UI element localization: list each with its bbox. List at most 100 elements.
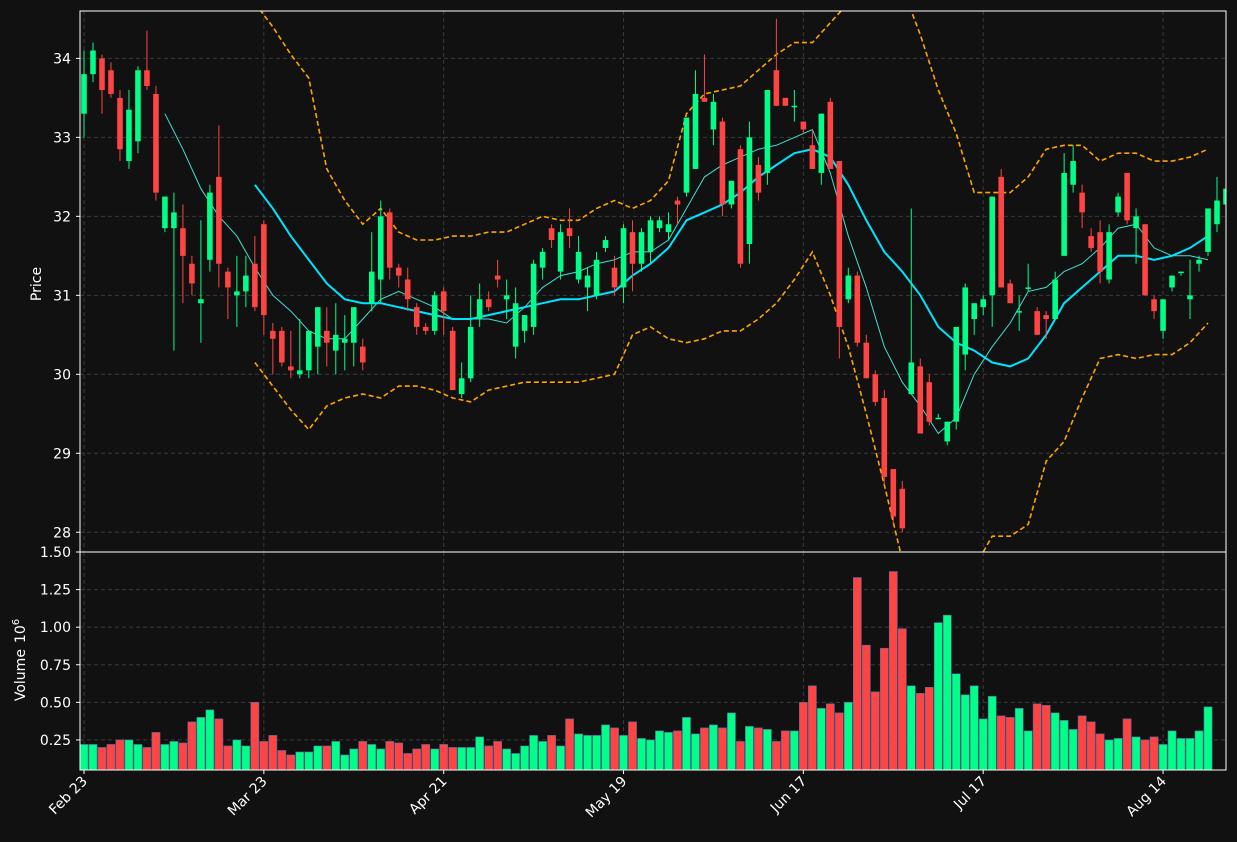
candle-body [818, 113, 825, 173]
candle-body [566, 228, 573, 237]
candle-body [1196, 259, 1202, 264]
candle-body [1160, 299, 1166, 331]
candle-body [1151, 299, 1157, 312]
volume-bar [493, 741, 502, 770]
volume-bar [259, 741, 269, 770]
volume-tick-label: 1.25 [40, 583, 71, 599]
volume-bar [574, 733, 583, 770]
volume-bar [1185, 738, 1195, 770]
candle-body [1070, 161, 1076, 185]
candle-body [971, 303, 978, 320]
candle-body [1079, 192, 1085, 213]
volume-bar [1023, 730, 1033, 770]
candle-body [198, 299, 204, 304]
candle-body [791, 105, 798, 108]
candle-body [126, 109, 132, 162]
volume-bar [790, 730, 799, 770]
candle-body [638, 232, 645, 264]
candle-body [773, 70, 780, 106]
volume-bar [1176, 738, 1186, 770]
volume-tick-label: 1.00 [40, 620, 71, 636]
candle-body [737, 149, 744, 264]
candle-body [404, 279, 411, 300]
price-tick-label: 32 [53, 209, 71, 225]
volume-bar [1059, 720, 1069, 770]
candle-body [252, 263, 258, 308]
volume-bar [133, 744, 143, 770]
volume-bar [250, 702, 260, 770]
candle-body [899, 488, 906, 529]
volume-bar [421, 744, 431, 770]
volume-bar [933, 622, 943, 770]
volume-bar [1158, 744, 1168, 770]
candle-body [521, 315, 528, 331]
volume-bar [124, 739, 134, 770]
volume-bar [924, 687, 934, 770]
volume-bar [1086, 721, 1096, 770]
volume-bar [565, 718, 574, 770]
candle-body [584, 275, 591, 288]
volume-bar [403, 753, 413, 770]
volume-bar [1149, 736, 1159, 770]
volume-bar [1050, 712, 1060, 770]
candle-body [243, 275, 249, 292]
volume-bar [987, 696, 997, 770]
volume-bar [286, 754, 296, 770]
candle-body [656, 220, 663, 229]
volume-bar [358, 741, 368, 770]
volume-bar [223, 745, 233, 770]
candle-body [746, 137, 753, 244]
volume-bar [673, 730, 682, 770]
volume-bar [1005, 717, 1015, 770]
volume-bar [969, 685, 979, 770]
candle-body [530, 263, 537, 327]
candle-body [225, 271, 231, 288]
candle-body [162, 196, 168, 229]
volume-bar [1032, 703, 1042, 770]
candle-body [207, 192, 213, 260]
candle-body [782, 97, 789, 106]
volume-bar [538, 741, 547, 770]
candle-body [1097, 232, 1103, 272]
fast-moving-average-line [164, 113, 1209, 435]
volume-bar [664, 732, 673, 770]
volume-bar [700, 727, 709, 770]
volume-bar [268, 735, 278, 770]
candle-body [1178, 271, 1184, 274]
price-tick-label: 28 [53, 525, 71, 541]
candle-body [917, 366, 924, 434]
price-tick-label: 31 [53, 288, 71, 304]
candle-body [647, 220, 654, 252]
candle-body [1106, 232, 1112, 280]
candle-body [962, 287, 969, 355]
candle-body [323, 330, 330, 343]
volume-bar [772, 741, 781, 770]
volume-panel-frame [79, 551, 1227, 771]
candle-body [1124, 172, 1130, 221]
candle-body [548, 228, 555, 241]
volume-bar [978, 718, 988, 770]
volume-bar [1041, 705, 1051, 770]
volume-bar [511, 753, 520, 770]
price-candles [81, 18, 1226, 533]
volume-axis-label-text: Volume [13, 649, 29, 701]
candle-body [611, 267, 618, 288]
candle-body [1214, 200, 1220, 225]
candle-body [854, 275, 861, 343]
candle-body [1088, 236, 1094, 248]
volume-bar [951, 673, 961, 770]
volume-bar [736, 741, 745, 770]
volume-bar [888, 571, 898, 770]
candle-body [135, 70, 141, 142]
candle-body [710, 101, 717, 130]
candle-body [449, 330, 456, 391]
volume-bar [879, 647, 889, 770]
volume-bar [1140, 739, 1150, 770]
candle-body [377, 216, 384, 280]
candle-body [935, 417, 942, 420]
candle-body [1133, 216, 1139, 229]
volume-bar [727, 712, 736, 770]
candle-body [1187, 295, 1193, 300]
candle-body [944, 421, 951, 442]
